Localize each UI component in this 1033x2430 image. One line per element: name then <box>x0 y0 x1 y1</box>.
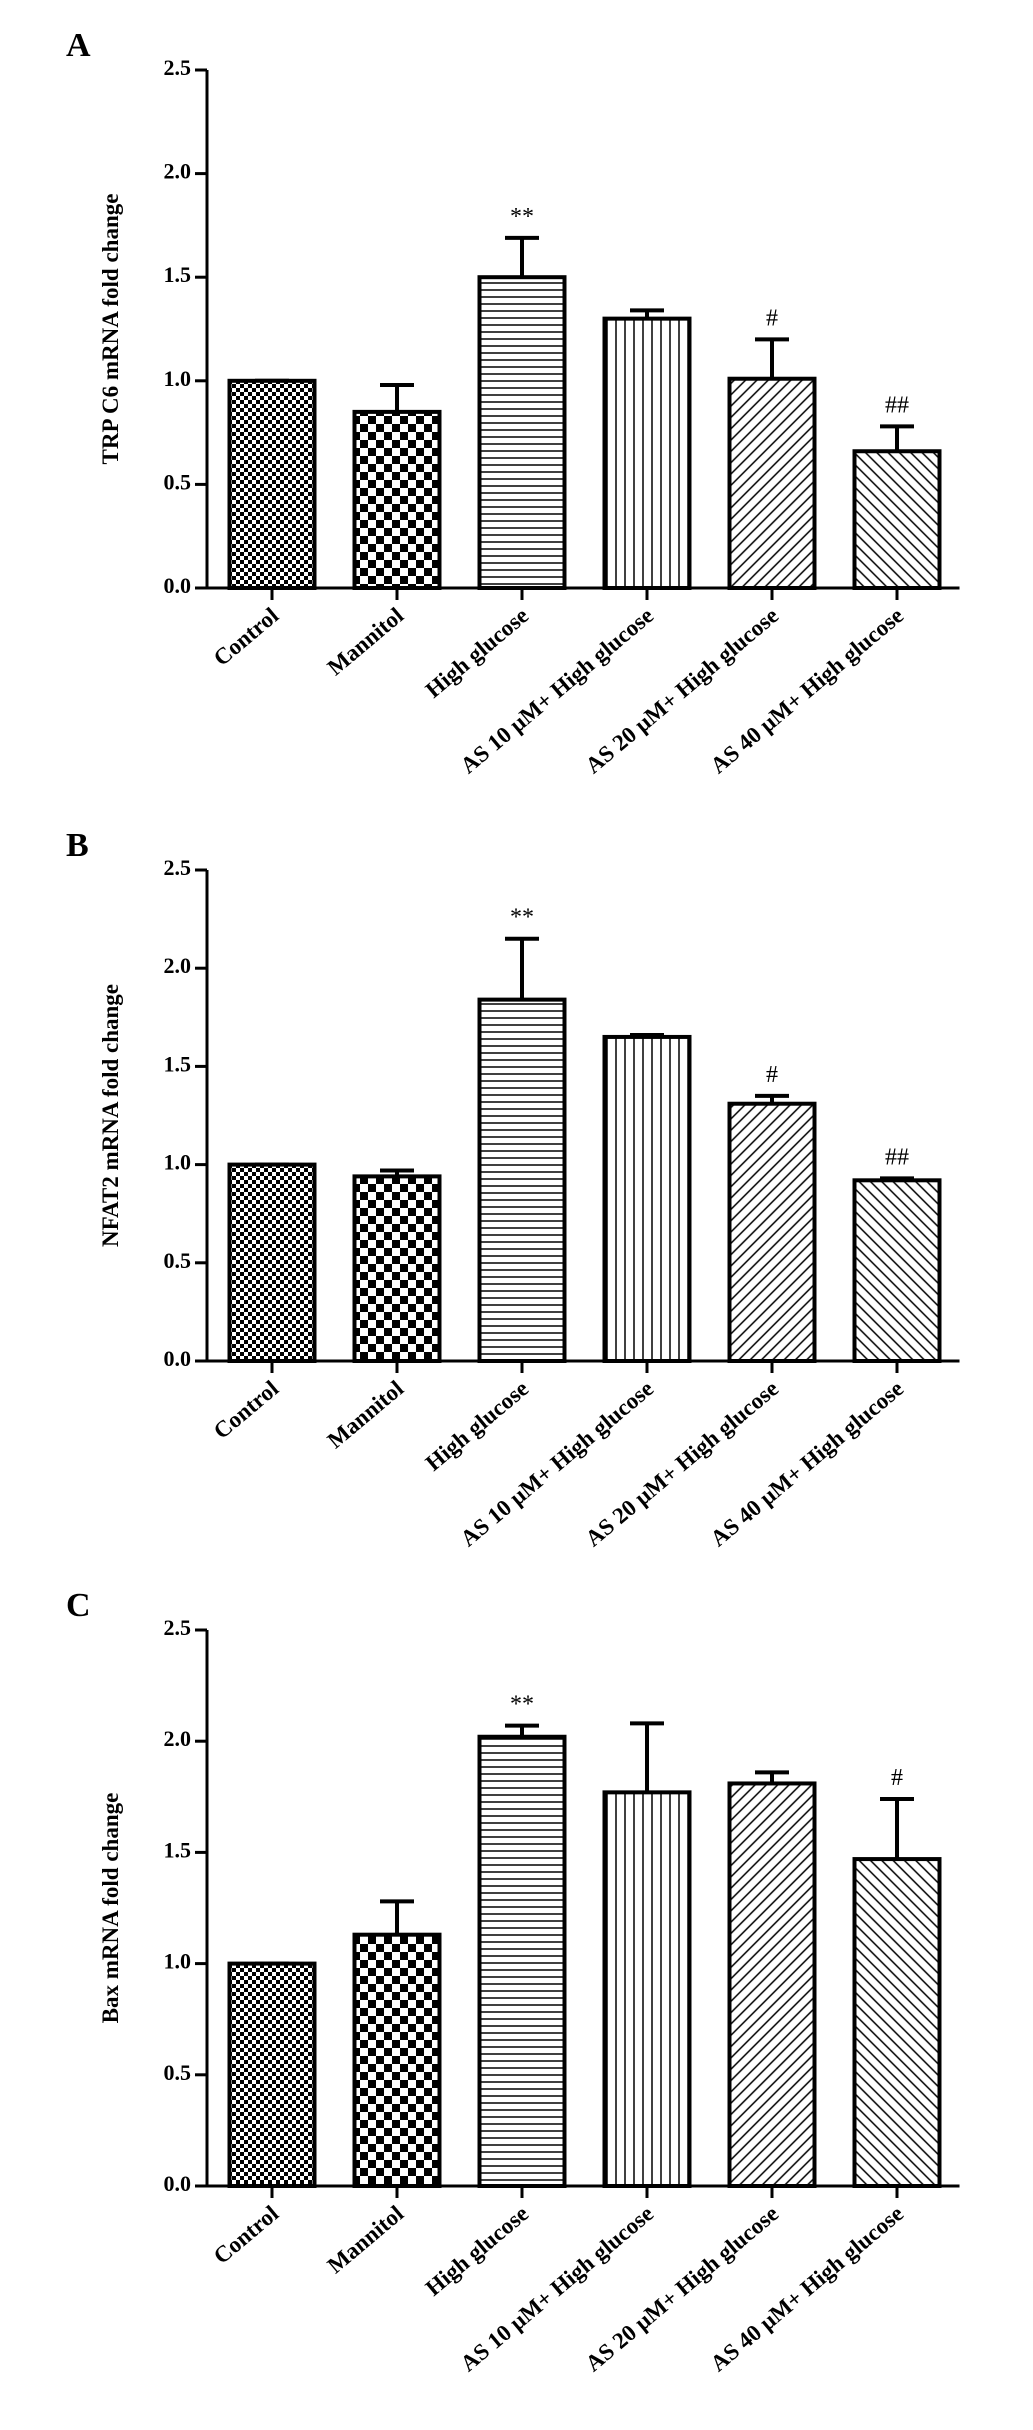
panel: B NFAT2 mRNA fold change 0.0 0.5 1.0 1.5 2.0 2.… <box>66 827 960 1551</box>
bar <box>602 316 692 590</box>
y-tick-label: 1.0 <box>164 366 192 391</box>
significance-mark: ** <box>510 1692 534 1718</box>
y-tick-label: 1.0 <box>164 1949 192 1974</box>
x-tick-label: Mannitol <box>323 2201 409 2278</box>
y-tick-label: 1.5 <box>164 1051 192 1076</box>
bar <box>227 1162 317 1363</box>
y-tick-label: 0.0 <box>164 573 192 598</box>
bar <box>727 1781 817 2189</box>
panel-label: A <box>66 27 91 64</box>
significance-mark: ** <box>510 204 534 230</box>
bar <box>727 376 817 590</box>
y-tick-label: 0.5 <box>164 1248 192 1273</box>
panel: A TRP C6 mRNA fold change 0.0 0.5 1.0 1.5 2.0 2… <box>66 27 960 778</box>
bar <box>852 1178 942 1364</box>
bar <box>227 1961 317 2188</box>
x-tick-label: Control <box>209 2201 283 2269</box>
y-axis-label: Bax mRNA fold change <box>98 1793 123 2024</box>
bar <box>352 1932 442 2188</box>
y-tick-label: 0.5 <box>164 469 192 494</box>
bar <box>352 409 442 590</box>
significance-mark: # <box>766 305 778 331</box>
bar <box>602 1790 692 2189</box>
y-tick-label: 0.5 <box>164 2060 192 2085</box>
bar <box>727 1101 817 1363</box>
bar <box>477 997 567 1364</box>
x-tick-label: High glucose <box>421 603 533 703</box>
y-tick-label: 2.0 <box>164 159 192 184</box>
y-tick-label: 1.5 <box>164 262 192 287</box>
y-tick-label: 2.0 <box>164 953 192 978</box>
panel: C Bax mRNA fold change 0.0 0.5 1.0 1.5 2.0 2.5 C… <box>66 1587 960 2376</box>
x-tick-label: Mannitol <box>323 603 409 680</box>
significance-mark: # <box>766 1062 778 1088</box>
x-tick-label: High glucose <box>421 1376 533 1476</box>
significance-mark: ## <box>885 392 909 418</box>
bar <box>227 378 317 590</box>
y-tick-label: 1.5 <box>164 1837 192 1862</box>
y-tick-label: 2.5 <box>164 1615 192 1640</box>
y-tick-label: 2.0 <box>164 1726 192 1751</box>
panel-label: B <box>66 827 89 864</box>
bar <box>852 449 942 590</box>
bar <box>602 1034 692 1363</box>
x-tick-label: Mannitol <box>323 1376 409 1453</box>
x-tick-label: Control <box>209 603 283 671</box>
y-tick-label: 0.0 <box>164 2171 192 2196</box>
y-tick-label: 2.5 <box>164 855 192 880</box>
y-axis-label: TRP C6 mRNA fold change <box>98 194 123 465</box>
significance-mark: # <box>891 1765 903 1791</box>
bar <box>352 1174 442 1364</box>
x-tick-label: Control <box>209 1376 283 1444</box>
y-axis-label: NFAT2 mRNA fold change <box>98 984 123 1247</box>
y-tick-label: 2.5 <box>164 55 192 80</box>
bar <box>852 1857 942 2189</box>
bar <box>477 275 567 590</box>
panel-label: C <box>66 1587 91 1624</box>
bar <box>477 1734 567 2188</box>
y-tick-label: 1.0 <box>164 1150 192 1175</box>
y-tick-label: 0.0 <box>164 1346 192 1371</box>
significance-mark: ## <box>885 1144 909 1170</box>
significance-mark: ** <box>510 905 534 931</box>
x-tick-label: High glucose <box>421 2201 533 2301</box>
